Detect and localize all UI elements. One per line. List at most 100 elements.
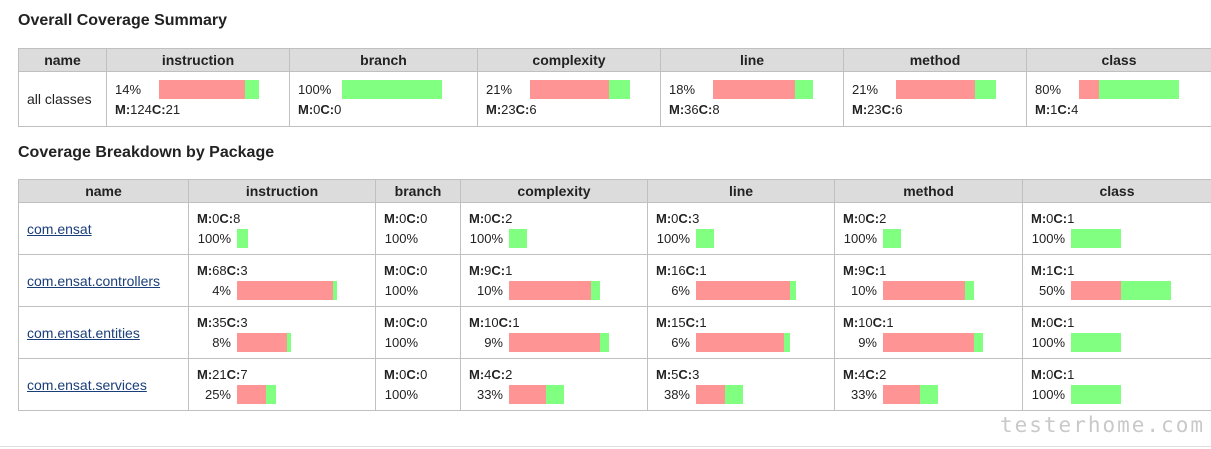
covered-segment	[1099, 79, 1179, 99]
missed-segment	[713, 79, 795, 99]
coverage-percent: 100%	[469, 231, 503, 246]
package-cell-complexity: M: 9 C: 1 10%	[460, 254, 648, 307]
covered-value: 7	[240, 367, 248, 382]
percent-line: 38%	[656, 385, 826, 405]
covered-segment	[1071, 385, 1121, 404]
coverage-percent: 100%	[298, 81, 332, 97]
coverage-bar	[1071, 229, 1121, 248]
missed-label: M:	[469, 263, 485, 278]
missed-label: M:	[298, 101, 314, 117]
covered-value: 1	[699, 315, 707, 330]
percent-line: 33%	[469, 385, 639, 405]
col-header-line: line	[647, 179, 835, 203]
coverage-bar	[509, 385, 564, 404]
percent-line: 100%	[298, 79, 469, 99]
covered-value: 2	[879, 367, 887, 382]
covered-label: C:	[406, 211, 421, 226]
coverage-percent: 80%	[1035, 81, 1062, 97]
coverage-percent: 18%	[669, 81, 696, 97]
missed-label: M:	[1031, 367, 1047, 382]
summary-title: Overall Coverage Summary	[18, 12, 227, 29]
covered-segment	[509, 229, 527, 248]
coverage-bar	[1071, 385, 1121, 404]
covered-value: 3	[240, 263, 248, 278]
missed-segment	[883, 385, 920, 404]
col-header-line: line	[660, 48, 844, 72]
covered-label: C:	[406, 367, 421, 382]
package-link[interactable]: com.ensat	[27, 220, 92, 237]
missed-value: 1	[1050, 101, 1058, 117]
covered-value: 1	[505, 263, 513, 278]
package-row: com.ensat.services M: 21 C: 7 25% M: 0 C: 0…	[18, 358, 1211, 411]
missed-label: M:	[843, 315, 859, 330]
covered-segment	[287, 333, 291, 352]
missed-label: M:	[197, 315, 213, 330]
missed-value: 4	[484, 367, 492, 382]
covered-segment	[696, 229, 714, 248]
covered-label: C:	[151, 101, 166, 117]
package-cell-instruction: M: 21 C: 7 25%	[188, 358, 376, 411]
covered-segment	[591, 281, 600, 300]
missed-covered-counts: M: 0 C: 2	[843, 209, 1014, 229]
covered-label: C:	[1053, 263, 1068, 278]
missed-covered-counts: M: 0 C: 1	[1031, 365, 1203, 385]
missed-segment	[883, 281, 965, 300]
missed-segment	[530, 79, 609, 99]
package-link[interactable]: com.ensat.controllers	[27, 272, 161, 289]
covered-value: 4	[1071, 101, 1079, 117]
percent-line: 14%	[115, 79, 281, 99]
package-link[interactable]: com.ensat.entities	[27, 324, 140, 341]
covered-label: C:	[406, 315, 421, 330]
coverage-percent: 50%	[1038, 283, 1065, 298]
missed-segment	[237, 333, 287, 352]
coverage-bar	[342, 79, 442, 99]
missed-covered-counts: M: 15 C: 1	[656, 313, 826, 333]
summary-cell-line: 18% M: 36 C: 8	[660, 71, 844, 127]
covered-segment	[784, 333, 790, 352]
coverage-bar	[159, 79, 259, 99]
missed-covered-counts: M: 21 C: 7	[197, 365, 367, 385]
covered-label: C:	[685, 315, 700, 330]
package-cell-method: M: 10 C: 1 9%	[834, 306, 1023, 359]
covered-label: C:	[865, 263, 880, 278]
percent-line: 25%	[197, 385, 367, 405]
covered-segment	[795, 79, 813, 99]
summary-table: name instruction branch complexity line …	[18, 48, 1211, 127]
covered-label: C:	[226, 367, 241, 382]
covered-value: 3	[240, 315, 248, 330]
covered-value: 0	[420, 263, 428, 278]
covered-label: C:	[698, 101, 713, 117]
covered-label: C:	[491, 211, 506, 226]
missed-segment	[509, 281, 591, 300]
coverage-percent: 100%	[1031, 335, 1065, 350]
missed-value: 9	[484, 263, 492, 278]
missed-value: 0	[399, 211, 407, 226]
coverage-percent: 100%	[384, 335, 418, 350]
coverage-percent: 100%	[656, 231, 690, 246]
covered-segment	[342, 79, 442, 99]
missed-covered-counts: M: 36 C: 8	[669, 99, 835, 119]
package-cell-instruction: M: 0 C: 8 100%	[188, 202, 376, 255]
missed-value: 0	[212, 211, 220, 226]
covered-label: C:	[219, 211, 234, 226]
coverage-percent: 100%	[384, 231, 418, 246]
missed-value: 10	[484, 315, 499, 330]
missed-covered-counts: M: 5 C: 3	[656, 365, 826, 385]
missed-covered-counts: M: 0 C: 1	[1031, 209, 1203, 229]
col-header-instruction: instruction	[188, 179, 376, 203]
package-cell-class: M: 0 C: 1 100%	[1022, 306, 1211, 359]
percent-line: 100%	[384, 281, 452, 301]
missed-covered-counts: M: 68 C: 3	[197, 261, 367, 281]
percent-line: 4%	[197, 281, 367, 301]
missed-value: 4	[858, 367, 866, 382]
missed-value: 0	[399, 263, 407, 278]
package-link[interactable]: com.ensat.services	[27, 376, 147, 393]
covered-segment	[1071, 229, 1121, 248]
percent-line: 10%	[843, 281, 1014, 301]
covered-value: 2	[879, 211, 887, 226]
covered-segment	[965, 281, 974, 300]
missed-value: 0	[313, 101, 321, 117]
missed-covered-counts: M: 0 C: 3	[656, 209, 826, 229]
summary-row-all-classes: all classes 14% M: 124 C: 21 100% M: 0 C: 0 2…	[18, 71, 1211, 127]
